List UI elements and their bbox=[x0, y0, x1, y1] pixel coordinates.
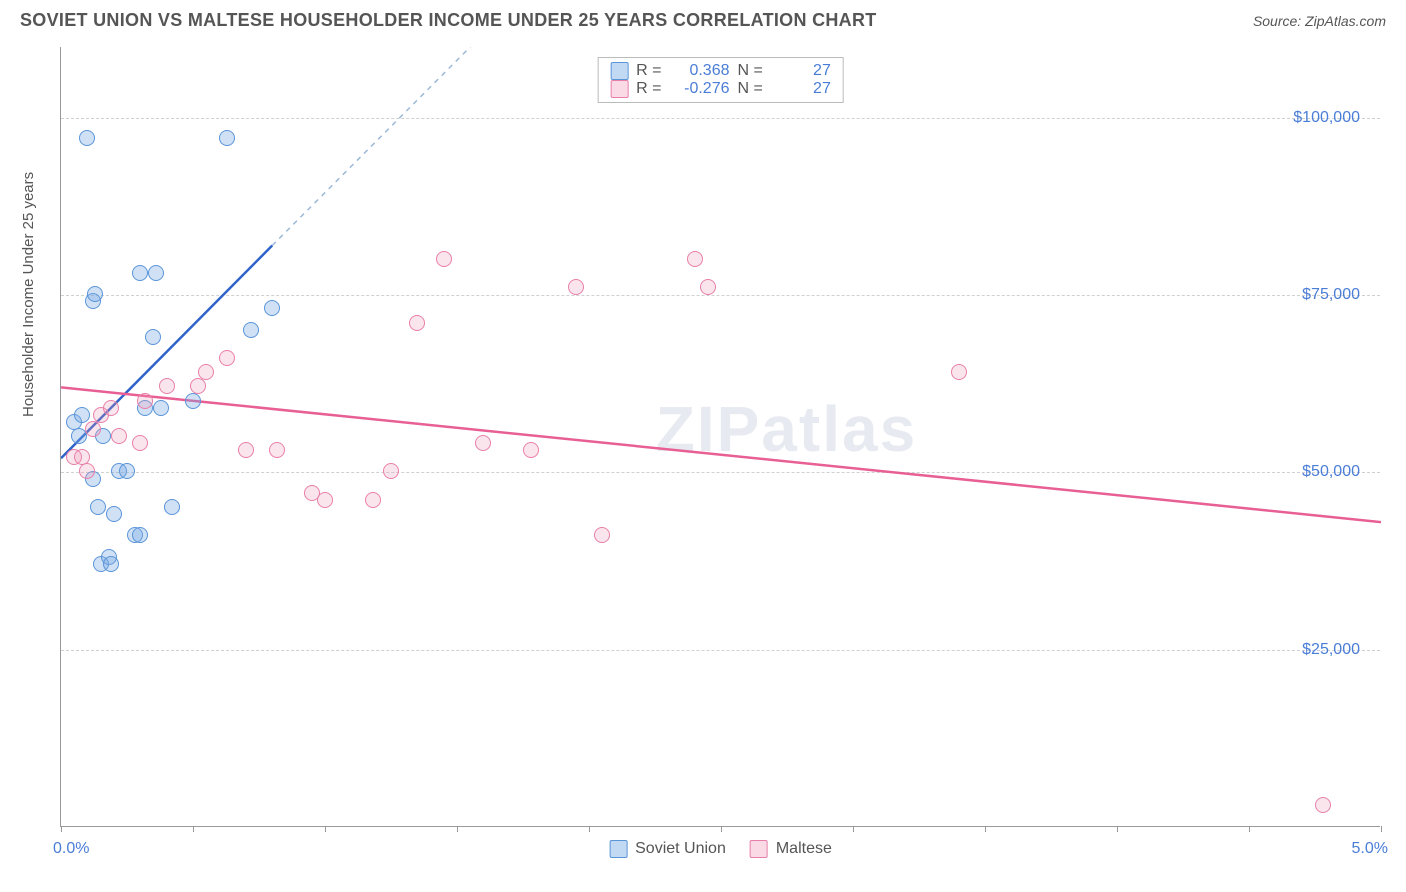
x-tick-mark bbox=[457, 826, 458, 832]
x-tick-label: 0.0% bbox=[53, 840, 89, 858]
scatter-point bbox=[219, 130, 235, 146]
swatch-pink-icon bbox=[750, 840, 768, 858]
trend-lines-svg bbox=[61, 47, 1381, 827]
scatter-point bbox=[198, 364, 214, 380]
scatter-point bbox=[219, 350, 235, 366]
n-value-maltese: 27 bbox=[771, 80, 831, 98]
scatter-point bbox=[238, 442, 254, 458]
scatter-point bbox=[190, 378, 206, 394]
trend-line-extension bbox=[272, 47, 470, 246]
scatter-point bbox=[365, 492, 381, 508]
n-label: N = bbox=[738, 80, 763, 98]
swatch-pink-icon bbox=[610, 80, 628, 98]
scatter-point bbox=[153, 400, 169, 416]
scatter-point bbox=[111, 428, 127, 444]
scatter-point bbox=[87, 286, 103, 302]
n-value-soviet: 27 bbox=[771, 62, 831, 80]
gridline-y bbox=[61, 118, 1380, 119]
legend-item-maltese: Maltese bbox=[750, 840, 832, 858]
x-tick-label: 5.0% bbox=[1352, 840, 1388, 858]
scatter-point bbox=[164, 499, 180, 515]
r-label: R = bbox=[636, 80, 661, 98]
scatter-point bbox=[436, 251, 452, 267]
plot-area: ZIPatlas R = 0.368 N = 27 R = -0.276 N =… bbox=[60, 47, 1380, 827]
scatter-point bbox=[85, 421, 101, 437]
x-tick-mark bbox=[1117, 826, 1118, 832]
swatch-blue-icon bbox=[609, 840, 627, 858]
chart-title: SOVIET UNION VS MALTESE HOUSEHOLDER INCO… bbox=[20, 10, 877, 31]
r-value-maltese: -0.276 bbox=[670, 80, 730, 98]
y-tick-label: $50,000 bbox=[1302, 463, 1360, 481]
correlation-legend: R = 0.368 N = 27 R = -0.276 N = 27 bbox=[597, 57, 844, 103]
scatter-point bbox=[264, 300, 280, 316]
x-tick-mark bbox=[193, 826, 194, 832]
scatter-point bbox=[159, 378, 175, 394]
x-tick-mark bbox=[721, 826, 722, 832]
x-tick-mark bbox=[61, 826, 62, 832]
x-tick-mark bbox=[589, 826, 590, 832]
scatter-point bbox=[951, 364, 967, 380]
scatter-point bbox=[90, 499, 106, 515]
watermark-text: ZIPatlas bbox=[656, 392, 917, 466]
scatter-point bbox=[317, 492, 333, 508]
scatter-point bbox=[700, 279, 716, 295]
chart-header: SOVIET UNION VS MALTESE HOUSEHOLDER INCO… bbox=[0, 0, 1406, 37]
y-tick-label: $100,000 bbox=[1293, 109, 1360, 127]
legend-item-soviet: Soviet Union bbox=[609, 840, 726, 858]
legend-row-soviet: R = 0.368 N = 27 bbox=[610, 62, 831, 80]
scatter-point bbox=[106, 506, 122, 522]
swatch-blue-icon bbox=[610, 62, 628, 80]
y-axis-label: Householder Income Under 25 years bbox=[20, 172, 37, 417]
scatter-point bbox=[132, 265, 148, 281]
chart-container: Householder Income Under 25 years ZIPatl… bbox=[0, 37, 1406, 887]
scatter-point bbox=[568, 279, 584, 295]
scatter-point bbox=[148, 265, 164, 281]
scatter-point bbox=[132, 527, 148, 543]
gridline-y bbox=[61, 295, 1380, 296]
scatter-point bbox=[243, 322, 259, 338]
y-tick-label: $75,000 bbox=[1302, 286, 1360, 304]
scatter-point bbox=[137, 393, 153, 409]
scatter-point bbox=[119, 463, 135, 479]
n-label: N = bbox=[738, 62, 763, 80]
r-value-soviet: 0.368 bbox=[670, 62, 730, 80]
x-tick-mark bbox=[985, 826, 986, 832]
scatter-point bbox=[103, 556, 119, 572]
x-tick-mark bbox=[325, 826, 326, 832]
scatter-point bbox=[475, 435, 491, 451]
scatter-point bbox=[594, 527, 610, 543]
scatter-point bbox=[79, 130, 95, 146]
x-tick-mark bbox=[1249, 826, 1250, 832]
scatter-point bbox=[1315, 797, 1331, 813]
scatter-point bbox=[132, 435, 148, 451]
gridline-y bbox=[61, 650, 1380, 651]
gridline-y bbox=[61, 472, 1380, 473]
y-tick-label: $25,000 bbox=[1302, 641, 1360, 659]
scatter-point bbox=[523, 442, 539, 458]
legend-label-maltese: Maltese bbox=[776, 840, 832, 858]
scatter-point bbox=[409, 315, 425, 331]
series-legend: Soviet Union Maltese bbox=[609, 840, 832, 858]
trend-line bbox=[61, 387, 1381, 522]
legend-label-soviet: Soviet Union bbox=[635, 840, 726, 858]
scatter-point bbox=[185, 393, 201, 409]
x-tick-mark bbox=[853, 826, 854, 832]
scatter-point bbox=[269, 442, 285, 458]
r-label: R = bbox=[636, 62, 661, 80]
scatter-point bbox=[79, 463, 95, 479]
scatter-point bbox=[145, 329, 161, 345]
x-tick-mark bbox=[1381, 826, 1382, 832]
scatter-point bbox=[383, 463, 399, 479]
scatter-point bbox=[74, 407, 90, 423]
scatter-point bbox=[687, 251, 703, 267]
legend-row-maltese: R = -0.276 N = 27 bbox=[610, 80, 831, 98]
source-attribution: Source: ZipAtlas.com bbox=[1253, 13, 1386, 29]
scatter-point bbox=[103, 400, 119, 416]
